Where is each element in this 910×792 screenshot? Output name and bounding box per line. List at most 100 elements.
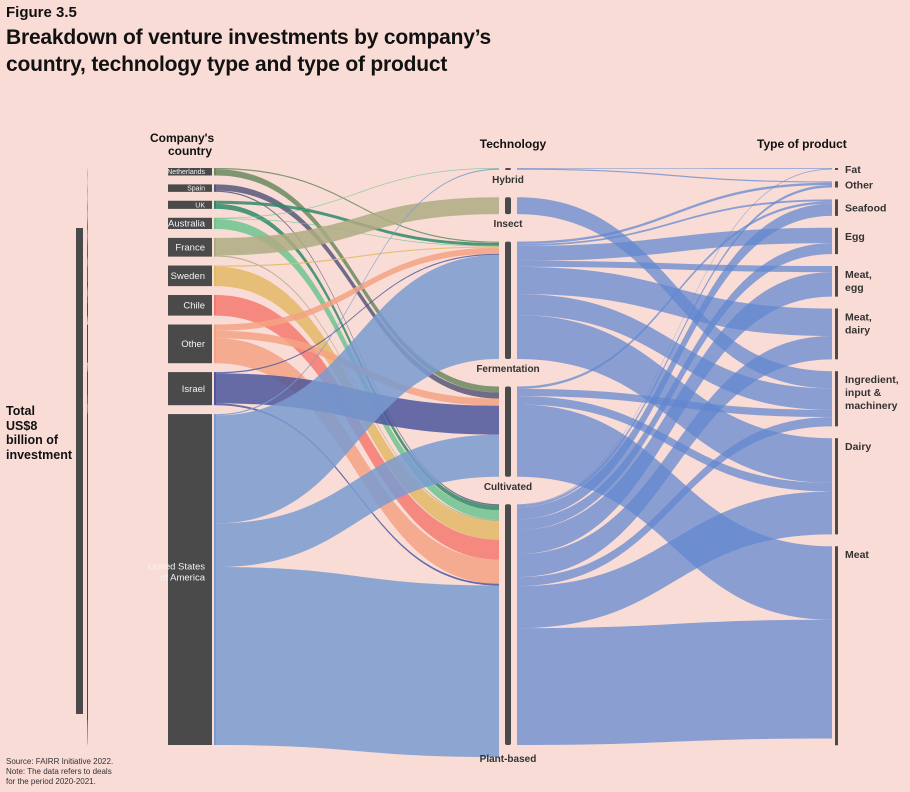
country-label-other: Other <box>181 339 205 350</box>
fan-link-netherlands <box>87 168 88 236</box>
country-node-spain <box>168 184 212 192</box>
country-color-tab-france <box>214 237 216 257</box>
link-france-to-insect <box>216 197 499 256</box>
tech-label-fermentation: Fermentation <box>476 364 539 375</box>
country-node-chile <box>168 295 212 316</box>
country-label-israel: Israel <box>182 384 205 395</box>
fan-link-sweden <box>87 265 88 304</box>
country-node-netherlands <box>168 168 212 176</box>
country-color-tab-spain <box>214 184 216 192</box>
link-cultivated-to-dairy <box>517 396 832 492</box>
heading-line: Company's <box>150 131 215 145</box>
link-united-states-of-america-to-cultivated <box>216 434 499 568</box>
link-united-states-of-america-to-hybrid <box>216 168 499 416</box>
tech-node-hybrid <box>505 168 511 170</box>
product-label-meat-egg: Meat, <box>845 269 872 281</box>
link-other-to-plant-based <box>216 338 499 584</box>
country-color-tab-sweden <box>214 265 216 287</box>
product-label-seafood: Seafood <box>845 203 886 215</box>
heading-line: country <box>167 144 212 158</box>
link-hybrid-to-other <box>517 168 832 183</box>
source-note: Source: FAIRR Initiative 2022. Note: The… <box>6 757 113 787</box>
link-fermentation-to-meat-egg <box>517 260 832 273</box>
link-cultivated-to-seafood <box>517 201 832 389</box>
note-text: Note: The data refers to deals <box>6 767 112 776</box>
link-plant-based-to-meat-egg <box>517 272 832 555</box>
link-cultivated-to-meat <box>517 404 832 620</box>
country-color-tab-other <box>214 324 216 364</box>
column-heading-technology: Technology <box>479 137 547 151</box>
link-sweden-to-fermentation <box>216 246 499 267</box>
link-hybrid-to-fat <box>517 168 832 169</box>
product-label-dairy: Dairy <box>845 441 871 453</box>
link-fermentation-to-seafood <box>517 199 832 246</box>
product-label-meat-egg: egg <box>845 282 864 294</box>
product-node-meat <box>835 546 838 746</box>
fan-link-uk <box>87 200 88 252</box>
figure-label: Figure 3.5 <box>6 4 77 21</box>
total-label-line: billion of <box>6 433 59 447</box>
product-label-meat-dairy: Meat, <box>845 311 872 323</box>
tech-node-fermentation <box>505 241 511 360</box>
column-heading-country: Company's country <box>150 131 215 158</box>
country-label-sweden: Sweden <box>171 271 205 282</box>
country-label-spain: Spain <box>187 186 205 193</box>
country-label-france: France <box>175 243 205 254</box>
tech-label-plant-based: Plant-based <box>480 754 537 765</box>
country-node-israel <box>168 372 212 406</box>
total-label-line: US$8 <box>6 418 38 433</box>
link-fermentation-to-other <box>517 182 832 245</box>
total-node <box>76 228 83 714</box>
chart-title: Breakdown of venture investments by comp… <box>6 26 492 76</box>
fan-link-france <box>87 237 88 283</box>
note-text: for the period 2020-2021. <box>6 777 96 786</box>
labels-layer: Netherlands Spain UK Australia France Sweden C… <box>148 164 899 765</box>
link-plant-based-to-seafood <box>517 203 832 520</box>
link-united-states-of-america-to-fermentation <box>216 254 499 524</box>
country-node-sweden <box>168 265 212 287</box>
country-label-uk: UK <box>195 202 205 209</box>
fan-link-spain <box>87 184 88 244</box>
product-label-ingredient-input-machinery: input & <box>845 387 882 399</box>
link-plant-based-to-meat <box>517 619 832 745</box>
country-label-australia: Australia <box>168 219 206 230</box>
fan-link-united-states-of-america <box>87 395 88 745</box>
country-node-australia <box>168 217 212 230</box>
total-fan-layer <box>87 168 88 745</box>
country-label-chile: Chile <box>183 301 205 312</box>
link-australia-to-hybrid <box>216 168 499 219</box>
country-color-tab-uk <box>214 200 216 209</box>
link-plant-based-to-other <box>517 185 832 508</box>
fan-link-other <box>87 324 88 364</box>
country-node-united-states-of-america <box>168 414 212 745</box>
product-label-meat-dairy: dairy <box>845 324 870 336</box>
product-label-meat: Meat <box>845 549 869 561</box>
link-plant-based-to-ingredient-input-machinery <box>517 417 832 587</box>
product-node-egg <box>835 227 838 255</box>
column-heading-product: Type of product <box>757 137 847 151</box>
country-node-france <box>168 237 212 257</box>
fan-link-australia <box>87 217 88 264</box>
country-node-other <box>168 324 212 364</box>
product-node-meat-egg <box>835 265 838 297</box>
country-color-tab-australia <box>214 217 216 230</box>
product-node-dairy <box>835 438 838 535</box>
link-plant-based-to-fat <box>517 168 832 505</box>
total-label-line: investment <box>6 447 72 462</box>
links-layer <box>216 168 832 758</box>
country-label-netherlands: Netherlands <box>167 169 205 176</box>
country-color-tab-chile <box>214 295 216 316</box>
tech-node-insect <box>505 197 511 215</box>
tech-node-cultivated <box>505 386 511 477</box>
source-text: Source: FAIRR Initiative 2022. <box>6 757 114 766</box>
tech-label-hybrid: Hybrid <box>492 175 524 186</box>
link-united-states-of-america-to-plant-based <box>216 567 499 758</box>
product-label-fat: Fat <box>845 164 861 176</box>
product-label-ingredient-input-machinery: Ingredient, <box>845 374 899 386</box>
fan-link-israel <box>87 362 88 406</box>
product-label-ingredient-input-machinery: machinery <box>845 400 898 412</box>
link-other-to-fermentation <box>216 247 499 331</box>
country-label-united-states-of-america: of America <box>160 573 206 584</box>
product-node-fat <box>835 168 838 170</box>
